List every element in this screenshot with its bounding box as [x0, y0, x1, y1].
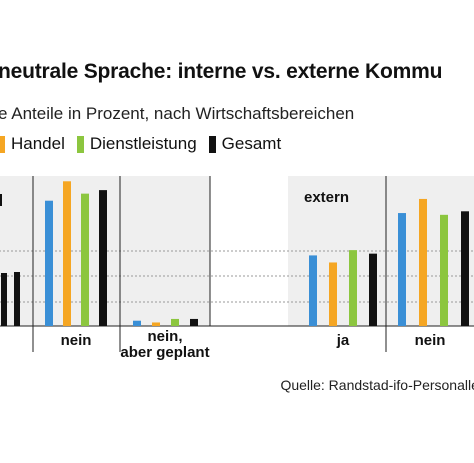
legend-label-handel: Handel: [11, 134, 65, 153]
bar-s0-g1: [45, 200, 53, 326]
legend-label-gesamt: Gesamt: [221, 134, 282, 153]
legend-swatch-series1: [0, 135, 5, 153]
bar-s1-g1: [63, 181, 71, 326]
bar-s3-g2: [190, 318, 198, 326]
legend: Handel Dienstleistung Gesamt: [0, 134, 293, 154]
bar-s1-g3: [329, 262, 337, 326]
chart-title: neutrale Sprache: interne vs. externe Ko…: [0, 60, 443, 83]
bar-s3-g4: [461, 211, 469, 326]
bar-cropped-0: [1, 273, 7, 326]
bar-s3-g3: [369, 253, 377, 326]
bar-s1-g4: [419, 198, 427, 326]
bar-s2-g4: [440, 214, 448, 326]
bar-s2-g1: [81, 193, 89, 326]
bar-s0-g2: [133, 320, 141, 326]
panel-label-cropped: [0, 194, 2, 206]
legend-item-handel: Handel: [11, 134, 65, 154]
bar-s1-g2: [152, 322, 160, 326]
chart-subtitle: e Anteile in Prozent, nach Wirtschaftsbe…: [0, 104, 355, 123]
bar-s3-g1: [99, 190, 107, 326]
category-label-2-line0: nein,: [147, 328, 182, 345]
panel-gap: [210, 174, 288, 326]
bar-s0-g4: [398, 213, 406, 326]
category-label-2-line1: aber geplant: [120, 344, 209, 361]
bar-cropped-1: [14, 272, 20, 326]
source-note: Quelle: Randstad-ifo-Personallei: [280, 377, 474, 393]
legend-label-dienstleistung: Dienstleistung: [89, 134, 197, 153]
bar-s0-g3: [309, 255, 317, 326]
bar-s2-g3: [349, 250, 357, 326]
legend-item-dienstleistung: Dienstleistung: [76, 134, 197, 154]
bar-s2-g2: [171, 318, 179, 326]
category-label-3: ja: [336, 332, 350, 349]
legend-swatch-gesamt: [208, 135, 216, 153]
legend-swatch-dienstleistung: [76, 135, 84, 153]
legend-item-gesamt: Gesamt: [208, 134, 282, 154]
category-label-4: nein: [415, 332, 446, 349]
category-label-1: nein: [61, 332, 92, 349]
panel-label-extern: extern: [304, 189, 349, 206]
